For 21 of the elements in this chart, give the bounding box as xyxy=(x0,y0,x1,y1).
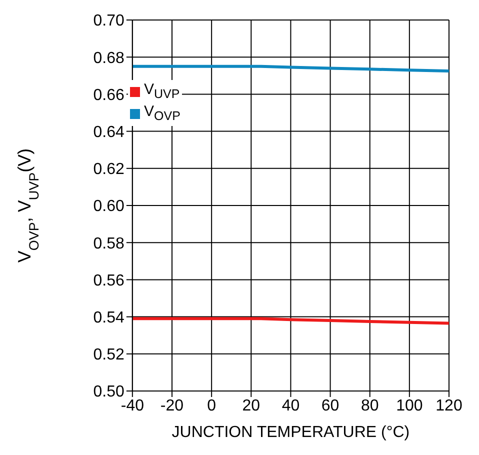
y-tick-label: 0.52 xyxy=(93,346,125,364)
y-tick-label: 0.66 xyxy=(93,86,125,104)
x-tick-label: 60 xyxy=(321,397,340,414)
x-tick-label: 0 xyxy=(207,397,216,414)
x-tick-label: 20 xyxy=(242,397,260,414)
legend-label: V$_{OVP}$ xyxy=(144,103,180,125)
y-tick-label: 0.58 xyxy=(93,235,125,252)
y-tick-label: 0.56 xyxy=(93,272,125,290)
y-tick-label: 0.64 xyxy=(93,124,125,141)
y-tick-label: 0.62 xyxy=(93,161,125,178)
y-tick-label: 0.68 xyxy=(93,50,125,67)
x-tick-label: 100 xyxy=(396,397,423,414)
x-tick-label: 40 xyxy=(282,397,300,414)
x-tick-label: 80 xyxy=(360,397,379,414)
x-tick-label: 120 xyxy=(436,397,462,414)
legend-label: V$_{UVP}$ xyxy=(144,81,180,103)
y-tick-label: 0.60 xyxy=(93,198,125,216)
y-tick-label: 0.70 xyxy=(93,12,125,30)
x-tick-label: -20 xyxy=(160,397,184,414)
y-tick-label: 0.54 xyxy=(93,309,125,326)
x-axis-title: JUNCTION TEMPERATURE (°C) xyxy=(172,424,410,441)
